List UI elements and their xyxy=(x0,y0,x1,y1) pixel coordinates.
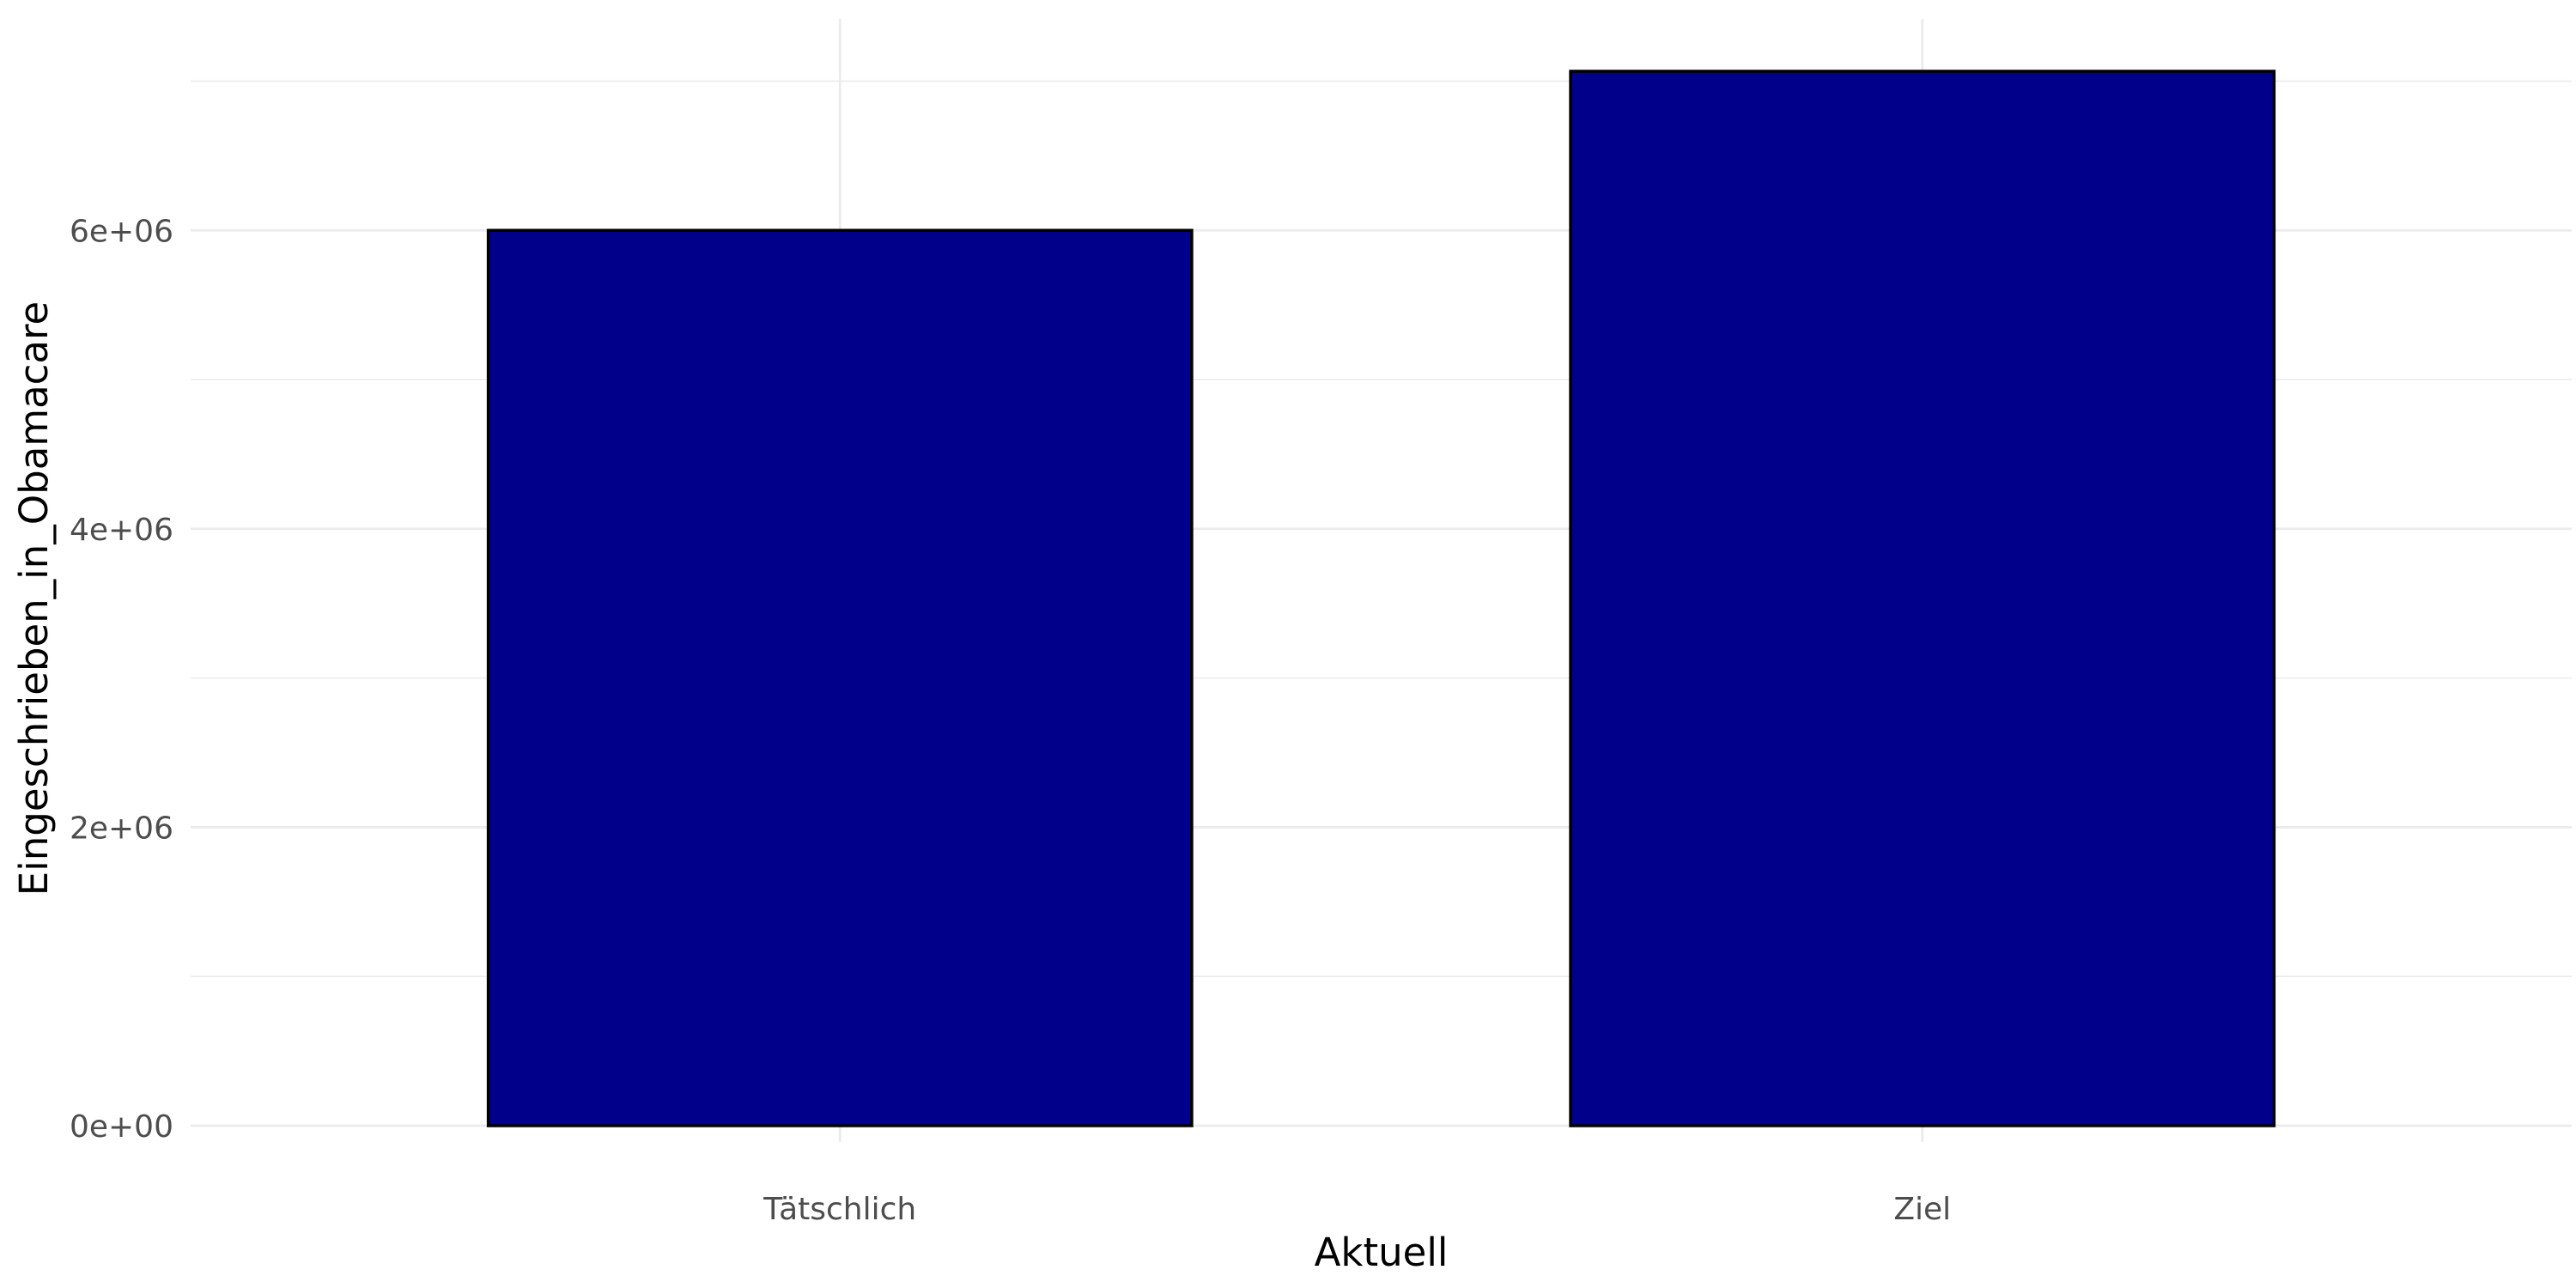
bar-tätschlich xyxy=(486,228,1194,1127)
y-axis-title: Eingeschrieben_in_Obamacare xyxy=(11,301,57,896)
x-tick-label: Tätschlich xyxy=(762,1192,916,1227)
x-axis-ticks: Tätschlich Ziel xyxy=(762,1192,1951,1227)
y-tick-label: 4e+06 xyxy=(70,513,173,548)
bar-ziel xyxy=(1569,70,2276,1127)
y-tick-label: 2e+06 xyxy=(70,811,173,846)
x-tick-label: Ziel xyxy=(1893,1192,1951,1227)
y-tick-label: 6e+06 xyxy=(70,214,173,249)
x-axis-title: Aktuell xyxy=(1315,1230,1449,1275)
y-tick-label: 0e+00 xyxy=(70,1109,173,1145)
y-axis-ticks: 0e+00 2e+06 4e+06 6e+06 xyxy=(70,214,173,1145)
bars xyxy=(486,70,2276,1127)
